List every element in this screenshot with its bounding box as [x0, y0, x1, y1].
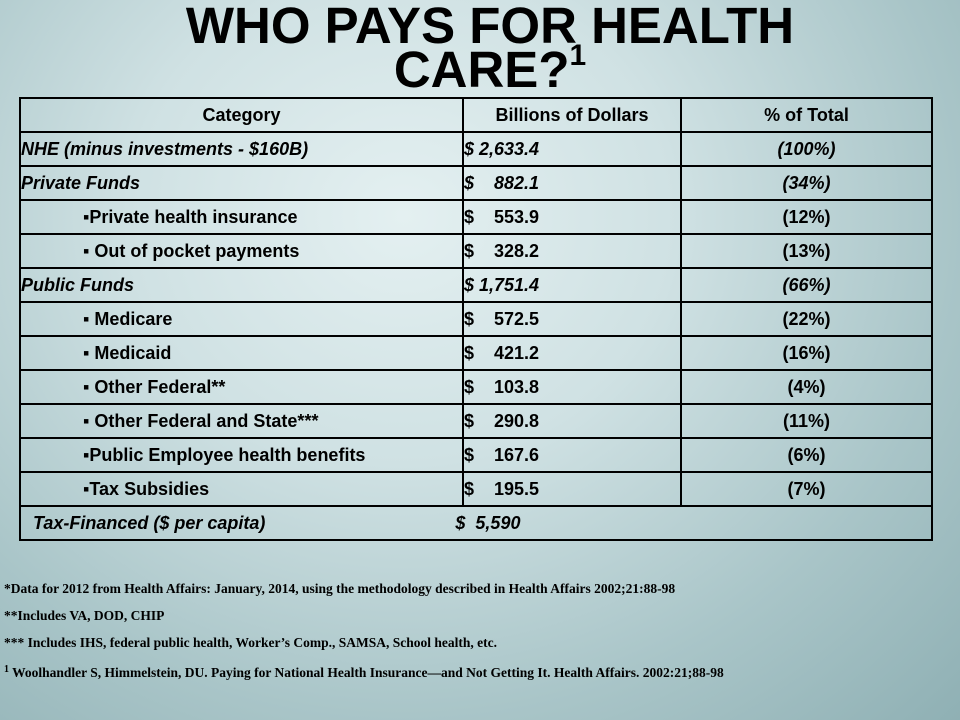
footnote-federal-state: *** Includes IHS, federal public health,…	[4, 635, 498, 650]
cell-category: ▪ Other Federal and State***	[19, 403, 464, 439]
cell-percent: (7%)	[680, 471, 933, 507]
table-row: Public Funds $ 1,751.4 (66%)	[19, 267, 933, 303]
tax-financed-label: Tax-Financed ($ per capita)	[33, 512, 266, 533]
cell-percent: (22%)	[680, 301, 933, 337]
table-header-row: Category Billions of Dollars % of Total	[19, 97, 933, 133]
health-care-funding-table: Category Billions of Dollars % of Total …	[19, 97, 933, 541]
cell-category: ▪ Medicaid	[19, 335, 464, 371]
table-body: NHE (minus investments - $160B) $ 2,633.4…	[19, 131, 933, 541]
cell-category: NHE (minus investments - $160B)	[19, 131, 464, 167]
cell-percent: (11%)	[680, 403, 933, 439]
table-row: ▪Private health insurance $ 553.9 (12%)	[19, 199, 933, 235]
cell-billions: $ 103.8	[462, 369, 682, 405]
table-row: NHE (minus investments - $160B) $ 2,633.4…	[19, 131, 933, 167]
cell-billions: $ 2,633.4	[462, 131, 682, 167]
page-title: WHO PAYS FOR HEALTH CARE?1	[0, 0, 960, 96]
title-line-2: CARE?1	[0, 41, 960, 96]
title-line-1: WHO PAYS FOR HEALTH	[185, 0, 795, 54]
cell-category: ▪Public Employee health benefits	[19, 437, 464, 473]
cell-category: ▪Private health insurance	[19, 199, 464, 235]
cell-percent: (13%)	[680, 233, 933, 269]
title-line-2-text: CARE?	[393, 41, 570, 98]
cell-billions: $ 195.5	[462, 471, 682, 507]
cell-billions: $ 290.8	[462, 403, 682, 439]
tax-financed-value: $ 5,590	[455, 512, 521, 533]
cell-billions: $ 553.9	[462, 199, 682, 235]
footnote-other-federal: **Includes VA, DOD, CHIP	[4, 608, 165, 623]
cell-billions: $ 421.2	[462, 335, 682, 371]
cell-category: Public Funds	[19, 267, 464, 303]
cell-billions: $ 167.6	[462, 437, 682, 473]
table-row: Private Funds $ 882.1 (34%)	[19, 165, 933, 201]
table-row: ▪ Out of pocket payments $ 328.2 (13%)	[19, 233, 933, 269]
cell-category: ▪ Medicare	[19, 301, 464, 337]
footnotes: *Data for 2012 from Health Affairs: Janu…	[4, 581, 944, 692]
cell-percent: (16%)	[680, 335, 933, 371]
title-footnote-marker: 1	[569, 39, 587, 72]
cell-percent: (6%)	[680, 437, 933, 473]
table-row: ▪ Other Federal** $ 103.8 (4%)	[19, 369, 933, 405]
cell-percent: (66%)	[680, 267, 933, 303]
table-row-tax-financed: Tax-Financed ($ per capita) $ 5,590	[19, 505, 933, 541]
cell-category: Private Funds	[19, 165, 464, 201]
cell-category: ▪ Other Federal**	[19, 369, 464, 405]
footnote-reference-text: Woolhandler S, Himmelstein, DU. Paying f…	[9, 665, 724, 680]
cell-percent: (12%)	[680, 199, 933, 235]
header-category: Category	[19, 97, 464, 133]
cell-tax-financed: Tax-Financed ($ per capita) $ 5,590	[19, 505, 933, 541]
cell-category: ▪ Out of pocket payments	[19, 233, 464, 269]
footnote-reference: 1 Woolhandler S, Himmelstein, DU. Paying…	[4, 662, 944, 681]
cell-category: ▪Tax Subsidies	[19, 471, 464, 507]
header-billions: Billions of Dollars	[462, 97, 682, 133]
cell-billions: $ 1,751.4	[462, 267, 682, 303]
table-row: ▪ Medicaid $ 421.2 (16%)	[19, 335, 933, 371]
table-row: ▪ Medicare $ 572.5 (22%)	[19, 301, 933, 337]
header-percent: % of Total	[680, 97, 933, 133]
footnote-reference-marker: 1	[4, 664, 9, 675]
table-row: ▪ Other Federal and State*** $ 290.8 (11%)	[19, 403, 933, 439]
table-row: ▪Public Employee health benefits $ 167.6(…	[19, 437, 933, 473]
cell-billions: $ 572.5	[462, 301, 682, 337]
cell-billions: $ 882.1	[462, 165, 682, 201]
cell-percent: (100%)	[680, 131, 933, 167]
table-row: ▪Tax Subsidies $ 195.5 (7%)	[19, 471, 933, 507]
footnote-data-source: *Data for 2012 from Health Affairs: Janu…	[4, 581, 676, 596]
cell-percent: (34%)	[680, 165, 933, 201]
cell-billions: $ 328.2	[462, 233, 682, 269]
cell-percent: (4%)	[680, 369, 933, 405]
